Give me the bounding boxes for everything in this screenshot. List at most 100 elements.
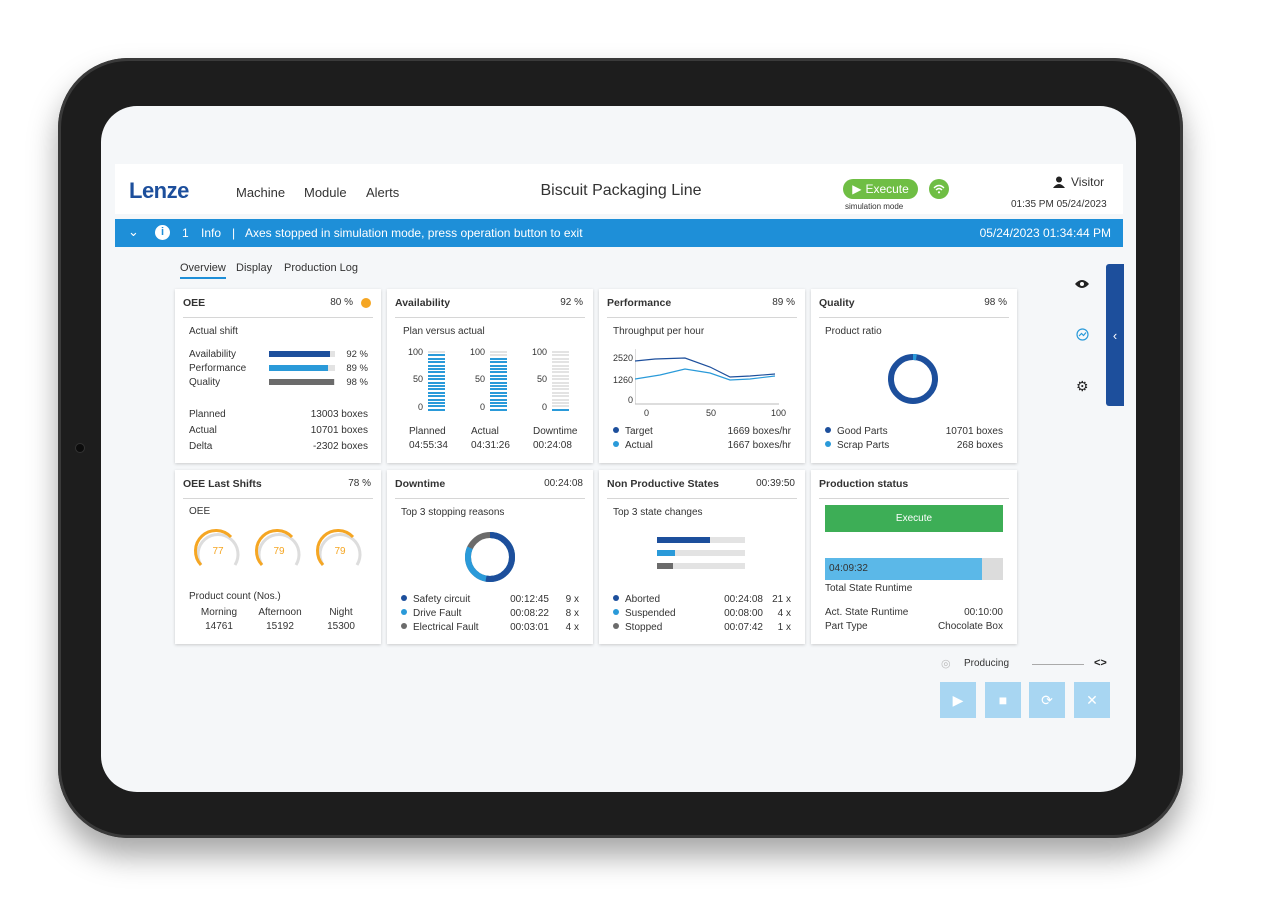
state-bar-fill <box>657 537 710 543</box>
state-bar-fill <box>657 563 673 569</box>
non-productive-states-card[interactable]: Non Productive States 00:39:50 Top 3 sta… <box>599 470 805 644</box>
sidebar-collapse-button[interactable]: ‹ <box>1106 264 1124 406</box>
gauge-value: 77 <box>212 546 224 557</box>
play-icon: ▶ <box>952 691 964 708</box>
performance-card[interactable]: Performance 89 % Throughput per hour 252… <box>599 289 805 463</box>
info-count: 1 <box>182 226 189 240</box>
chevron-down-icon[interactable]: ⌄ <box>128 224 139 239</box>
oee-bar-value: 98 % <box>346 377 368 388</box>
trend-icon[interactable] <box>1076 328 1089 346</box>
column-time: 04:55:34 <box>409 440 448 451</box>
legend-target-value: 1669 boxes/hr <box>727 426 791 437</box>
execute-state-button[interactable]: Execute <box>825 505 1003 532</box>
stop-button[interactable]: ■ <box>985 682 1021 718</box>
column-time: 00:24:08 <box>533 440 572 451</box>
legend-good-parts: Good Parts <box>825 426 888 437</box>
legend-actual-value: 1667 boxes/hr <box>727 440 791 451</box>
info-timestamp: 05/24/2023 01:34:44 PM <box>979 226 1111 240</box>
producing-icon: ◎ <box>941 658 951 670</box>
axis-tick: 100 <box>531 347 547 357</box>
oee-bar-value: 89 % <box>346 363 368 374</box>
card-value: 78 % <box>348 478 371 489</box>
eye-icon[interactable] <box>1075 276 1089 294</box>
info-level: Info <box>201 226 222 240</box>
mode-label: simulation mode <box>845 202 904 211</box>
production-status-card[interactable]: Production status Execute 04:09:32 Total… <box>811 470 1017 644</box>
oee-last-shifts-card[interactable]: OEE Last Shifts 78 % OEE 77 79 79 Produc… <box>175 470 381 644</box>
column-label: Actual <box>471 426 499 437</box>
execute-button[interactable]: ▶ Execute <box>843 179 918 199</box>
axis-tick: 100 <box>407 347 423 357</box>
part-type-label: Part Type <box>825 621 868 632</box>
state-runtime-value: 00:10:00 <box>964 607 1003 618</box>
card-title: Production status <box>819 478 909 490</box>
gear-icon[interactable]: ⚙ <box>1076 378 1089 394</box>
user-menu[interactable]: Visitor <box>1053 175 1104 189</box>
reason-time: 00:03:01 <box>510 622 549 633</box>
nav-module[interactable]: Module <box>304 185 347 200</box>
gauge-value: 79 <box>273 546 285 557</box>
quality-card[interactable]: Quality 98 % Product ratio Good Parts 10… <box>811 289 1017 463</box>
reset-button[interactable]: ⟳ <box>1029 682 1065 718</box>
runtime-label: Total State Runtime <box>825 583 913 594</box>
state-time: 00:24:08 <box>724 594 763 605</box>
availability-card[interactable]: Availability 92 % Plan versus actual 100… <box>387 289 593 463</box>
divider <box>183 317 373 318</box>
lenze-logo: Lenze <box>129 178 189 203</box>
downtime-reason: Safety circuit <box>401 594 470 605</box>
x-tick: 0 <box>644 408 650 418</box>
close-icon: ✕ <box>1086 691 1098 708</box>
column-label: Downtime <box>533 426 578 437</box>
card-subtitle: Top 3 stopping reasons <box>401 507 505 518</box>
state-bar <box>657 537 745 543</box>
oee-bar-label: Performance <box>189 363 247 374</box>
nav-machine[interactable]: Machine <box>236 185 286 200</box>
abort-button[interactable]: ✕ <box>1074 682 1110 718</box>
reason-count: 8 x <box>565 608 579 619</box>
downtime-donut <box>465 532 515 582</box>
refresh-icon: ⟳ <box>1041 691 1053 708</box>
oee-card[interactable]: OEE 80 % Actual shift Availability 92 % P… <box>175 289 381 463</box>
code-icon[interactable]: <> <box>1094 657 1107 669</box>
tab-display[interactable]: Display <box>236 262 273 274</box>
state-count: 1 x <box>777 622 791 633</box>
wifi-icon <box>929 179 949 199</box>
availability-column <box>428 351 445 413</box>
reason-time: 00:08:22 <box>510 608 549 619</box>
divider <box>607 317 797 318</box>
tab-overview[interactable]: Overview <box>180 262 226 279</box>
card-value: 89 % <box>772 297 795 308</box>
state-bar <box>657 550 745 556</box>
runtime-bar: 04:09:32 <box>825 558 1003 580</box>
card-value: 00:24:08 <box>544 478 583 489</box>
hmi-screen: Lenze Machine Module Alerts Biscuit Pack… <box>101 106 1136 792</box>
oee-gauge <box>255 529 301 567</box>
oee-bar-track <box>269 379 335 385</box>
tab-production-log[interactable]: Production Log <box>284 262 358 274</box>
column-label: Planned <box>409 426 446 437</box>
axis-tick: 50 <box>474 374 485 384</box>
reason-time: 00:12:45 <box>510 594 549 605</box>
downtime-card[interactable]: Downtime 00:24:08 Top 3 stopping reasons… <box>387 470 593 644</box>
axis-tick: 0 <box>479 402 485 412</box>
y-tick: 2520 <box>612 353 633 363</box>
oee-bar-fill <box>269 365 328 371</box>
chevron-left-icon: ‹ <box>1112 327 1118 343</box>
card-title: Non Productive States <box>607 478 720 490</box>
info-divider: | <box>232 226 236 240</box>
play-button[interactable]: ▶ <box>940 682 976 718</box>
shift-label: Afternoon <box>258 607 302 618</box>
actual-value: 10701 boxes <box>310 425 368 436</box>
card-value: 92 % <box>560 297 583 308</box>
state-bar <box>657 563 745 569</box>
oee-gauge <box>194 529 240 567</box>
card-title: OEE Last Shifts <box>183 478 262 490</box>
axis-tick: 50 <box>412 374 423 384</box>
scrap-parts-value: 268 boxes <box>956 440 1003 451</box>
info-message: Axes stopped in simulation mode, press o… <box>245 226 583 240</box>
reason-count: 4 x <box>565 622 579 633</box>
nav-alerts[interactable]: Alerts <box>366 185 400 200</box>
divider <box>183 498 373 499</box>
state-bar-fill <box>657 550 675 556</box>
oee-gauge <box>316 529 362 567</box>
